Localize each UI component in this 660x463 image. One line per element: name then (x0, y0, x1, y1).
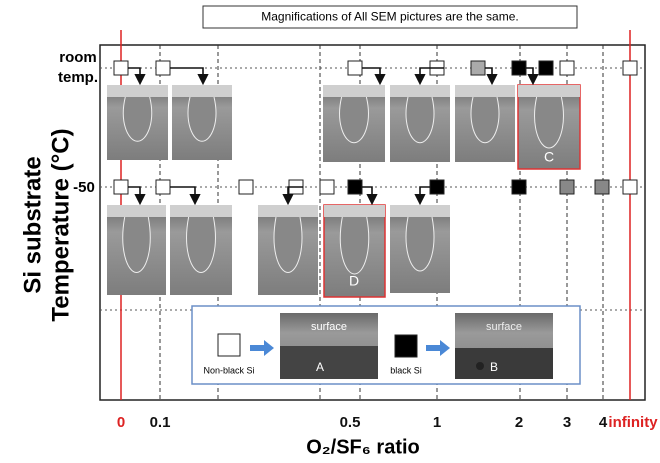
marker (560, 180, 574, 194)
marker (560, 61, 574, 75)
y-label: -50 (73, 179, 95, 196)
sem-mask (323, 85, 385, 97)
arrow (362, 187, 372, 202)
marker (539, 61, 553, 75)
image-label: C (544, 149, 554, 165)
legend-image-text: surface (486, 321, 522, 333)
legend-image-text: surface (311, 321, 347, 333)
marker (512, 61, 526, 75)
sem-mask (107, 85, 168, 97)
sem-images (107, 85, 580, 297)
arrow (485, 68, 492, 82)
sem-mask (390, 85, 450, 97)
note-text: Magnifications of All SEM pictures are t… (261, 10, 518, 24)
arrow (526, 68, 533, 82)
legend-dot (476, 362, 484, 370)
x-label: 0.1 (150, 414, 171, 431)
marker (623, 61, 637, 75)
arrow (420, 187, 430, 202)
y-label: temp. (58, 69, 98, 86)
legend-marker (218, 334, 240, 356)
legend-letter: B (490, 360, 498, 374)
marker (512, 180, 526, 194)
marker (623, 180, 637, 194)
arrow (170, 187, 195, 202)
arrow (170, 68, 203, 82)
marker (348, 180, 362, 194)
marker (156, 61, 170, 75)
y-title: Temperature (°C) (47, 128, 74, 321)
marker (114, 61, 128, 75)
image-label: D (349, 273, 359, 289)
figure: Magnifications of All SEM pictures are t… (0, 0, 660, 463)
sem-mask (258, 205, 318, 217)
sem-mask (107, 205, 166, 217)
x-label: infinity (608, 414, 658, 431)
legend-image-substrate (455, 348, 553, 379)
sem-mask (170, 205, 232, 217)
arrow (128, 187, 140, 202)
x-title: O₂/SF₆ ratio (306, 436, 420, 458)
sem-mask (324, 205, 385, 217)
arrow (362, 68, 380, 82)
sem-mask (455, 85, 515, 97)
y-title: Si substrate (19, 156, 46, 293)
x-label: 4 (599, 414, 608, 431)
marker (595, 180, 609, 194)
legend-marker (395, 335, 417, 357)
x-label: 0 (117, 414, 125, 431)
x-label: 3 (563, 414, 571, 431)
sem-mask (390, 205, 450, 217)
legend-caption: Non-black Si (203, 365, 254, 375)
sem-mask (172, 85, 232, 97)
legend-letter: A (316, 360, 324, 374)
x-label: 1 (433, 414, 441, 431)
marker (348, 61, 362, 75)
marker (320, 180, 334, 194)
y-label: room (59, 49, 97, 66)
arrow (128, 68, 140, 82)
marker (239, 180, 253, 194)
x-label: 2 (515, 414, 523, 431)
marker (430, 180, 444, 194)
marker (471, 61, 485, 75)
legend-caption: black Si (390, 365, 422, 375)
x-label: 0.5 (340, 414, 361, 431)
marker (156, 180, 170, 194)
legend-image-substrate (280, 346, 378, 379)
marker (114, 180, 128, 194)
sem-mask (518, 85, 580, 97)
